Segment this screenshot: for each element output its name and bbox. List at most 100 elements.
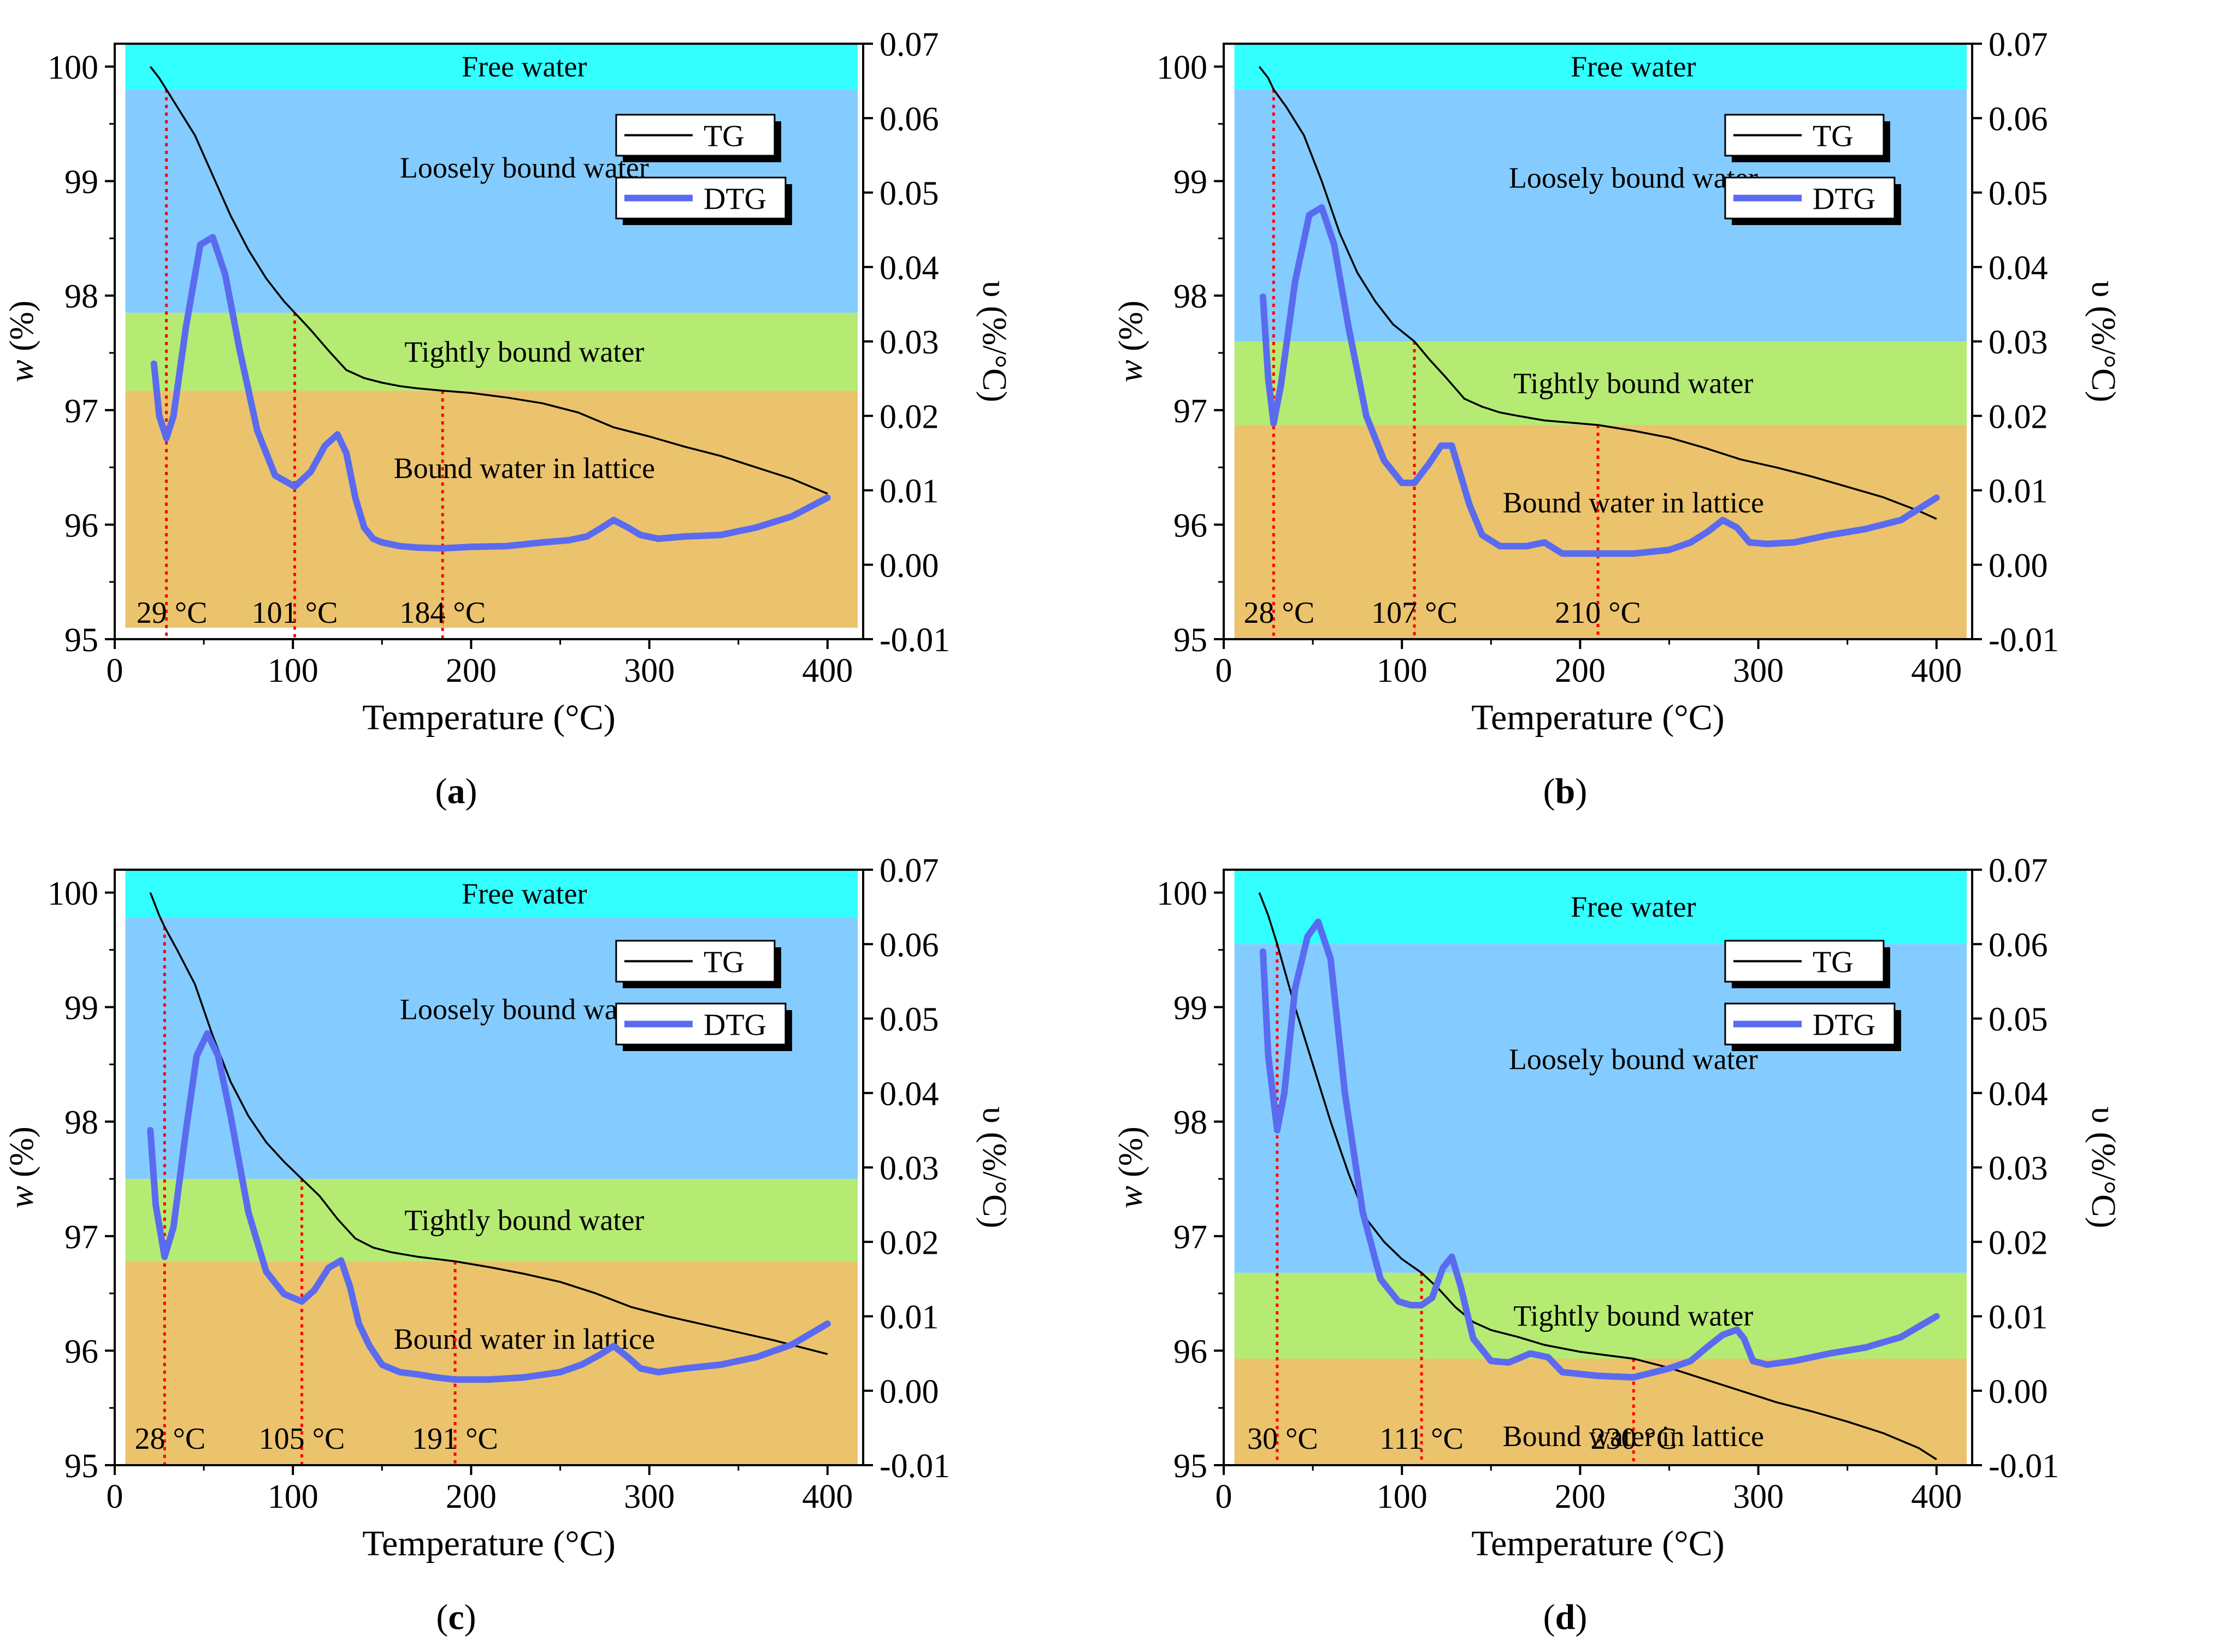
y-left-tick-label: 96 (1173, 507, 1207, 544)
y-left-tick-label: 97 (64, 393, 98, 430)
region-band-free-water (1234, 870, 1967, 945)
x-tick-label: 100 (268, 652, 318, 689)
y-right-tick-label: 0.06 (1989, 101, 2048, 138)
dtg-line (1259, 918, 1940, 1381)
y-right-tick-label: 0.03 (880, 1150, 939, 1187)
region-label: Free water (1571, 50, 1696, 83)
y-left-axis-label-unit: (%) (3, 1126, 40, 1185)
y-right-axis-label: υ (%/°C) (2085, 281, 2122, 403)
y-right-tick-label: 0.06 (880, 927, 939, 964)
y-left-tick-label: 100 (1157, 49, 1207, 86)
y-left-tick-label: 98 (64, 1104, 98, 1141)
tg-line (149, 892, 828, 1355)
legend-dtg-label: DTG (1813, 1008, 1875, 1042)
x-tick-label: 400 (1911, 1478, 1962, 1515)
marker-label: 105 °C (259, 1422, 345, 1456)
y-left-tick-label: 98 (1173, 1104, 1207, 1141)
legend-tg-box (1724, 114, 1885, 157)
region-band-free-water (1234, 44, 1967, 90)
region-label: Bound water in lattice (1503, 486, 1764, 519)
y-right-tick-label: 0.06 (880, 101, 939, 138)
x-tick-label: 0 (1216, 652, 1232, 689)
y-right-tick-label: 0.00 (1989, 1373, 2048, 1411)
panel-label-letter: d (1555, 1597, 1576, 1637)
y-left-axis-label: w (%) (1112, 300, 1149, 382)
y-left-tick-label: 99 (1173, 164, 1207, 201)
legend-tg-label: TG (704, 120, 745, 154)
tg-line (1258, 892, 1937, 1460)
y-right-tick-label: 0.02 (880, 398, 939, 435)
x-axis-label: Temperature (°C) (1471, 1524, 1724, 1564)
region-label: Loosely bound water (400, 151, 649, 184)
region-label: Tightly bound water (1513, 1299, 1753, 1332)
x-tick-label: 200 (1555, 652, 1606, 689)
y-right-tick-label: 0.04 (1989, 1076, 2048, 1113)
region-label: Free water (462, 877, 587, 910)
y-right-tick-label: 0.03 (1989, 1150, 2048, 1187)
y-left-axis-label-symbol: w (1112, 360, 1149, 382)
marker-label: 28 °C (134, 1422, 205, 1456)
region-label: Free water (462, 50, 587, 83)
marker-label: 107 °C (1371, 596, 1458, 630)
panel-label: (d) (1543, 1597, 1588, 1637)
region-band-bound-water-in-lattice (125, 391, 858, 628)
y-left-axis-label-unit: (%) (3, 300, 40, 359)
y-left-tick-label: 97 (1173, 1219, 1207, 1256)
chart-panel-d: Free water Loosely bound water Tightly bou… (1109, 826, 2218, 1652)
x-tick-label: 100 (1377, 1478, 1427, 1515)
y-right-tick-label: 0.02 (1989, 398, 2048, 435)
y-right-tick-label: 0.03 (1989, 324, 2048, 361)
y-right-tick-label: 0.04 (880, 1076, 939, 1113)
y-right-tick-label: 0.05 (1989, 175, 2048, 213)
chart-panel-c: Free water Loosely bound water Tightly bou… (0, 826, 1109, 1652)
x-tick-label: 300 (624, 1478, 675, 1515)
y-left-axis-label: w (%) (1112, 1126, 1149, 1208)
y-right-tick-label: 0.01 (880, 1299, 939, 1336)
y-left-tick-label: 95 (1173, 1448, 1207, 1485)
region-band-free-water (125, 44, 858, 90)
y-right-tick-label: 0.01 (1989, 1299, 2048, 1336)
y-right-tick-label: 0.00 (880, 547, 939, 585)
x-axis-label: Temperature (°C) (1471, 698, 1724, 738)
y-left-axis-label-unit: (%) (1112, 300, 1149, 359)
y-right-tick-label: -0.01 (880, 1448, 950, 1485)
x-tick-label: 0 (107, 652, 123, 689)
panel-label-open: ( (1543, 1597, 1555, 1637)
legend-dtg-label: DTG (1813, 182, 1875, 216)
y-right-tick-label: -0.01 (1989, 622, 2059, 659)
x-tick-label: 100 (268, 1478, 318, 1515)
panel-label: (a) (435, 771, 477, 811)
y-right-tick-label: 0.05 (880, 1001, 939, 1039)
legend-tg-box (1724, 940, 1885, 983)
y-left-tick-label: 99 (64, 990, 98, 1027)
region-label: Tightly bound water (404, 335, 644, 368)
panel-label: (c) (436, 1597, 476, 1637)
legend-dtg-label: DTG (704, 182, 766, 216)
panel-label-close: ) (1575, 771, 1587, 811)
y-left-tick-label: 100 (48, 875, 98, 912)
region-label: Loosely bound water (400, 993, 649, 1025)
marker-label: 111 °C (1379, 1422, 1464, 1456)
x-tick-label: 400 (802, 652, 853, 689)
y-right-tick-label: 0.00 (1989, 547, 2048, 585)
region-label: Tightly bound water (1513, 367, 1753, 400)
tg-line (149, 66, 828, 495)
y-left-tick-label: 95 (64, 622, 98, 659)
y-right-tick-label: 0.07 (1989, 852, 2048, 889)
x-tick-label: 0 (107, 1478, 123, 1515)
y-right-tick-label: -0.01 (880, 622, 950, 659)
marker-label: 210 °C (1555, 596, 1641, 630)
chart-c: Free water Loosely bound water Tightly bou… (3, 852, 1013, 1637)
y-right-tick-label: 0.05 (1989, 1001, 2048, 1039)
chart-panel-b: Free water Loosely bound water Tightly bou… (1109, 0, 2218, 826)
y-left-axis-label-symbol: w (3, 1186, 40, 1208)
region-label: Loosely bound water (1509, 1043, 1758, 1076)
x-tick-label: 200 (446, 1478, 497, 1515)
y-right-tick-label: 0.03 (880, 324, 939, 361)
dtg-line (1259, 204, 1940, 557)
legend-tg-label: TG (1813, 120, 1854, 154)
chart-a: Free water Loosely bound water Tightly bou… (3, 26, 1013, 811)
x-tick-label: 200 (446, 652, 497, 689)
y-right-axis-label: υ (%/°C) (976, 1107, 1013, 1229)
x-tick-label: 100 (1377, 652, 1427, 689)
